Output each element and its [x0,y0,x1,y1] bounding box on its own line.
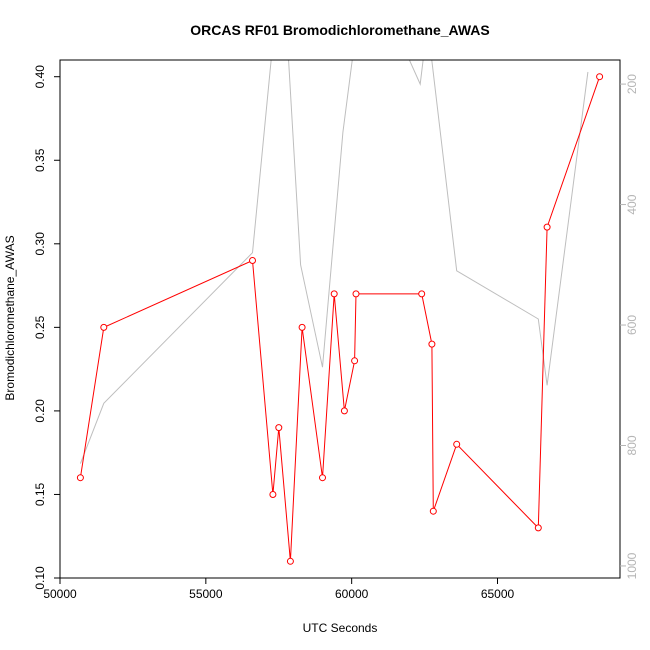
y-tick-label: 0.40 [33,65,47,89]
y-axis-label: Bromodichloromethane_AWAS [3,235,17,400]
right-y-tick-label: 200 [625,74,639,94]
data-point [453,440,461,448]
data-point [340,407,348,415]
x-tick-label: 50000 [43,587,77,601]
right-y-tick-label: 600 [625,315,639,335]
data-point [286,557,294,565]
y-tick-label: 0.10 [33,566,47,590]
data-point [428,340,436,348]
x-tick-label: 55000 [189,587,223,601]
data-point [596,73,604,81]
data-point [543,223,551,231]
y-tick-label: 0.20 [33,399,47,423]
data-point [534,524,542,532]
data-point [298,323,306,331]
x-tick-label: 60000 [335,587,369,601]
chart-title: ORCAS RF01 Bromodichloromethane_AWAS [190,22,490,38]
right-axis-series-line [79,60,589,464]
data-point [275,424,283,432]
y-tick-label: 0.15 [33,482,47,506]
y-tick-label: 0.30 [33,232,47,256]
right-y-tick-label: 800 [625,435,639,455]
axes-layer: 50000 55000 60000 65000 0.10 0.15 0.20 0.25 0.30… [33,65,639,601]
data-point [330,290,338,298]
series-layer [76,60,604,565]
data-point [351,357,359,365]
x-tick-label: 65000 [481,587,515,601]
y-tick-label: 0.35 [33,148,47,172]
data-point [269,491,277,498]
plot-frame [59,59,621,579]
data-point [352,290,360,298]
right-y-tick-label: 1000 [625,552,639,579]
data-point [418,290,426,298]
data-point [319,474,326,482]
x-axis-label: UTC Seconds [303,621,378,635]
y-tick-label: 0.25 [33,315,47,339]
data-point [76,474,84,482]
data-point [249,257,256,264]
series-line [79,76,601,562]
right-y-tick-label: 400 [625,194,639,214]
data-point [429,507,437,515]
data-point [100,323,108,331]
